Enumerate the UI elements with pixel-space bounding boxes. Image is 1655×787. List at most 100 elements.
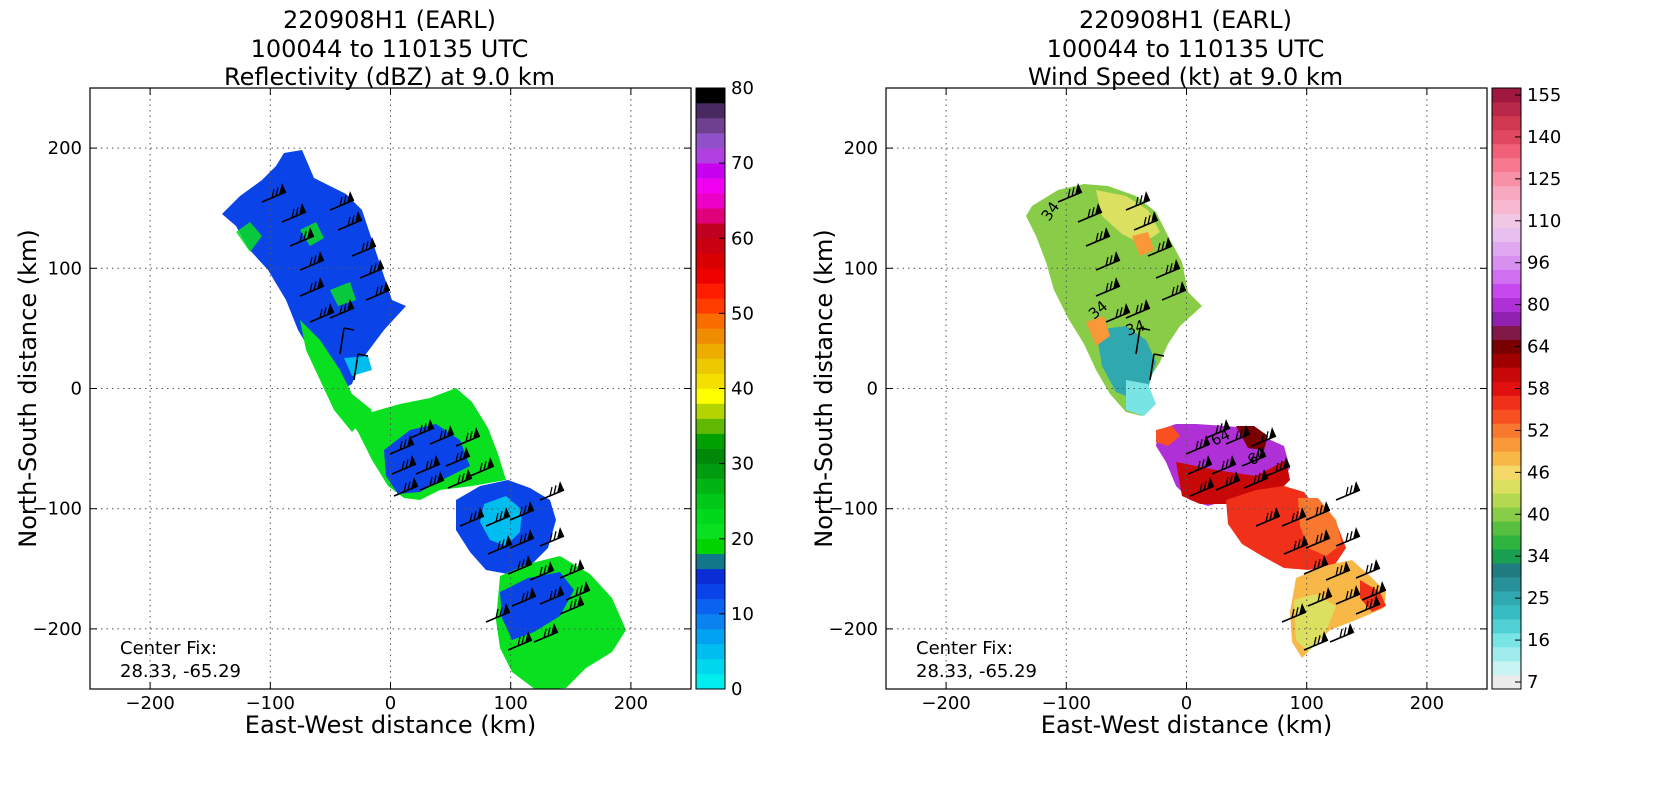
colorbar-swatch	[696, 208, 725, 224]
wind-barb	[1325, 561, 1351, 581]
colorbar-swatch	[1492, 353, 1521, 368]
wind-barb	[261, 183, 287, 203]
wind-barb	[469, 457, 495, 477]
wind-barb	[1303, 555, 1329, 575]
wind-barb	[409, 419, 435, 439]
wind-barb	[1241, 447, 1267, 467]
colorbar-swatch	[696, 223, 725, 239]
colorbar-swatch	[696, 133, 725, 149]
colorbar-tick-label: 10	[731, 604, 754, 625]
colorbar-swatch	[696, 508, 725, 525]
colorbar-swatch	[1492, 395, 1521, 410]
wind-barb	[529, 561, 555, 581]
y-tick-label: −200	[829, 619, 878, 640]
colorbar-swatch	[1492, 115, 1521, 131]
wind-barb	[511, 587, 537, 607]
wind-barb	[337, 211, 363, 231]
colorbar-swatch	[1492, 241, 1521, 257]
field-north-teal	[1096, 326, 1156, 400]
plot-frame	[885, 87, 1488, 690]
wind-barb	[1147, 237, 1173, 257]
wind-barb	[1125, 299, 1151, 319]
colorbar-tick-label: 16	[1527, 630, 1550, 651]
wind-barb	[507, 631, 533, 651]
colorbar-swatch	[696, 298, 725, 314]
chart-title: 220908H1 (EARL) 100044 to 110135 UTC Ref…	[0, 6, 803, 92]
colorbar-swatch	[696, 193, 725, 209]
colorbar-tick-label: 50	[731, 303, 754, 324]
colorbar-swatch	[1492, 563, 1521, 578]
wind-barb	[289, 227, 315, 247]
y-tick-label: 200	[48, 138, 82, 159]
colorbar-swatch	[696, 103, 725, 119]
colorbar-swatch	[1492, 451, 1521, 466]
wind-barb	[1361, 581, 1387, 601]
colorbar-swatch	[1492, 311, 1521, 326]
grid	[90, 88, 691, 689]
y-axis-label: North-South distance (km)	[14, 229, 42, 548]
x-tick-label: −100	[1042, 693, 1091, 714]
colorbar-tick-label: 0	[731, 679, 742, 700]
colorbar-swatch	[696, 658, 725, 675]
colorbar-swatch	[696, 643, 725, 660]
wind-barb	[1281, 603, 1307, 623]
x-tick-label: 100	[494, 693, 528, 714]
wind-barb	[1335, 481, 1361, 501]
wind-barb	[1303, 631, 1329, 651]
wind-barb	[353, 353, 369, 381]
wind-barb	[1305, 529, 1331, 549]
field-segment-north	[222, 150, 406, 392]
colorbar-tick-label: 40	[1527, 504, 1550, 525]
center-fix-label: Center Fix: 28.33, -65.29	[916, 637, 1037, 683]
colorbar-swatch	[1492, 297, 1521, 312]
wind-barb	[391, 455, 417, 475]
field-north-orange	[1086, 232, 1154, 346]
x-tick-label: 200	[614, 693, 648, 714]
colorbar-swatch	[696, 373, 725, 389]
wind-barb	[509, 529, 535, 549]
wind-barb	[1335, 585, 1361, 605]
colorbar-swatch	[696, 598, 725, 615]
wind-barb	[415, 455, 441, 475]
colorbar-swatch	[696, 178, 725, 194]
wind-barb	[455, 427, 481, 447]
wind-barb	[329, 299, 355, 319]
x-tick-label: −200	[921, 693, 970, 714]
colorbar-swatch	[1492, 465, 1521, 480]
colorbar-swatch	[1492, 409, 1521, 424]
wind-barb	[539, 585, 565, 605]
colorbar-tick-label: 58	[1527, 379, 1550, 400]
colorbar-tick-label: 60	[731, 228, 754, 249]
wind-barb	[1095, 277, 1121, 297]
wind-barb	[299, 277, 325, 297]
x-tick-label: 100	[1290, 693, 1324, 714]
colorbar-swatch	[696, 88, 725, 104]
colorbar-swatch	[696, 358, 725, 374]
wind-barb	[485, 507, 511, 527]
colorbar-swatch	[1492, 535, 1521, 550]
y-tick-label: 200	[844, 138, 878, 159]
title-line-field: Wind Speed (kt) at 9.0 km	[1027, 63, 1344, 91]
wind-barb	[1307, 587, 1333, 607]
colorbar-swatch	[1492, 367, 1521, 382]
colorbar-tick-label: 140	[1527, 127, 1561, 148]
colorbar-swatch	[1492, 521, 1521, 536]
colorbar-swatch	[696, 268, 725, 284]
y-axis-label: North-South distance (km)	[810, 229, 838, 548]
colorbar-swatch	[1492, 213, 1521, 229]
wind-barb	[1329, 623, 1355, 643]
field-segment-north	[1026, 184, 1202, 416]
colorbar-swatch	[1492, 88, 1521, 103]
wind-barb	[309, 303, 335, 323]
wind-barb	[389, 435, 415, 455]
field-middle-darkred	[1236, 426, 1268, 450]
colorbar-swatch	[1492, 619, 1521, 634]
colorbar-swatch	[1492, 549, 1521, 564]
colorbar: 0 10 20 30 40 50 60 70 80	[695, 78, 754, 700]
colorbar-tick-label: 155	[1527, 85, 1561, 106]
wind-speed-field	[1026, 184, 1386, 658]
colorbar-tick-label: 80	[731, 78, 754, 99]
field-north-green-patches	[236, 222, 356, 306]
colorbar-swatch	[1492, 129, 1521, 145]
colorbar-swatch	[696, 253, 725, 269]
